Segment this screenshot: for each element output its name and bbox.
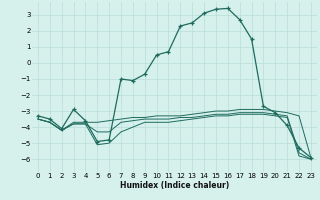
X-axis label: Humidex (Indice chaleur): Humidex (Indice chaleur) xyxy=(120,181,229,190)
